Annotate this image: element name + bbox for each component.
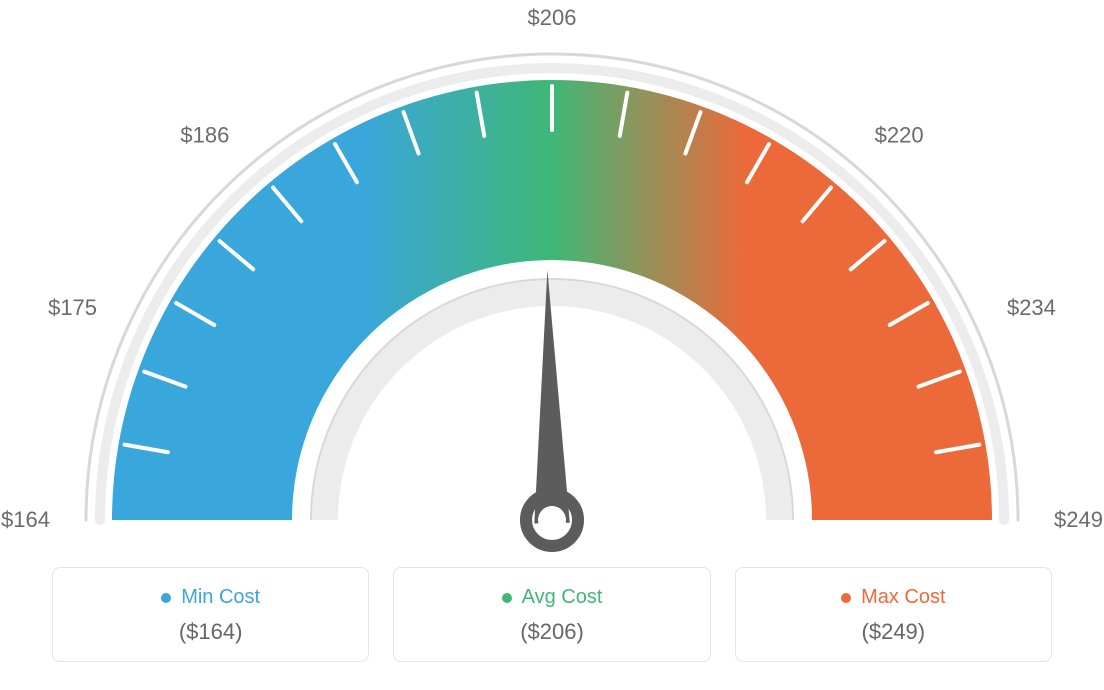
- svg-text:$234: $234: [1007, 295, 1056, 320]
- max-cost-label: Max Cost: [841, 586, 945, 609]
- min-cost-label-text: Min Cost: [181, 586, 260, 609]
- gauge-svg: $164 $175 $186 $206 $220 $234 $249: [0, 0, 1104, 560]
- min-dot-icon: [161, 593, 171, 603]
- max-cost-card: Max Cost ($249): [735, 567, 1052, 662]
- max-cost-label-text: Max Cost: [861, 586, 945, 609]
- avg-cost-card: Avg Cost ($206): [393, 567, 710, 662]
- svg-text:$164: $164: [1, 507, 50, 532]
- max-dot-icon: [841, 593, 851, 603]
- svg-text:$220: $220: [875, 122, 924, 147]
- avg-cost-label: Avg Cost: [502, 586, 603, 609]
- max-cost-value: ($249): [746, 619, 1041, 645]
- avg-cost-value: ($206): [404, 619, 699, 645]
- cost-gauge: $164 $175 $186 $206 $220 $234 $249: [0, 0, 1104, 560]
- min-cost-label: Min Cost: [161, 586, 260, 609]
- svg-text:$186: $186: [180, 122, 229, 147]
- svg-text:$249: $249: [1054, 507, 1103, 532]
- min-cost-card: Min Cost ($164): [52, 567, 369, 662]
- summary-cards: Min Cost ($164) Avg Cost ($206) Max Cost…: [0, 567, 1104, 662]
- svg-text:$175: $175: [48, 295, 97, 320]
- svg-text:$206: $206: [528, 5, 577, 30]
- min-cost-value: ($164): [63, 619, 358, 645]
- avg-dot-icon: [502, 593, 512, 603]
- avg-cost-label-text: Avg Cost: [522, 586, 603, 609]
